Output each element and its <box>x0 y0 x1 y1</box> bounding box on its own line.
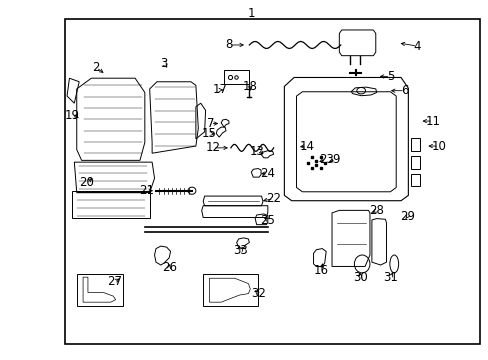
Text: 19: 19 <box>64 109 79 122</box>
Text: 14: 14 <box>299 140 314 153</box>
Text: 12: 12 <box>205 141 220 154</box>
Bar <box>203 274 257 306</box>
Text: 13: 13 <box>249 145 264 158</box>
Text: 5: 5 <box>386 70 393 83</box>
Text: 17: 17 <box>212 84 227 96</box>
Text: 25: 25 <box>260 213 275 226</box>
Bar <box>64 19 479 344</box>
Text: 32: 32 <box>250 287 265 300</box>
Text: 1: 1 <box>247 8 255 21</box>
Text: 3: 3 <box>160 57 167 71</box>
Text: 11: 11 <box>425 114 440 127</box>
Bar <box>410 156 419 168</box>
Text: 18: 18 <box>243 80 257 93</box>
Bar <box>224 70 249 84</box>
Text: 24: 24 <box>260 167 275 180</box>
Bar <box>410 138 419 151</box>
Text: 22: 22 <box>265 192 281 205</box>
Text: 29: 29 <box>399 210 414 223</box>
Text: 23: 23 <box>318 153 333 166</box>
Text: 8: 8 <box>225 39 232 51</box>
Text: 31: 31 <box>382 271 397 284</box>
Text: 4: 4 <box>412 40 420 53</box>
Text: 2: 2 <box>92 61 100 74</box>
Text: 7: 7 <box>206 117 214 130</box>
Text: 26: 26 <box>162 261 176 274</box>
Text: 16: 16 <box>313 264 328 276</box>
Text: 20: 20 <box>79 176 94 189</box>
Text: 28: 28 <box>368 204 384 217</box>
Text: 21: 21 <box>139 184 153 197</box>
Text: 10: 10 <box>431 140 446 153</box>
Text: 15: 15 <box>202 127 217 140</box>
Text: 6: 6 <box>400 84 408 97</box>
Text: 30: 30 <box>352 271 367 284</box>
Text: 33: 33 <box>233 244 247 257</box>
Text: 27: 27 <box>106 275 122 288</box>
Text: 9: 9 <box>331 153 339 166</box>
Bar <box>410 174 419 186</box>
Bar <box>77 274 122 306</box>
